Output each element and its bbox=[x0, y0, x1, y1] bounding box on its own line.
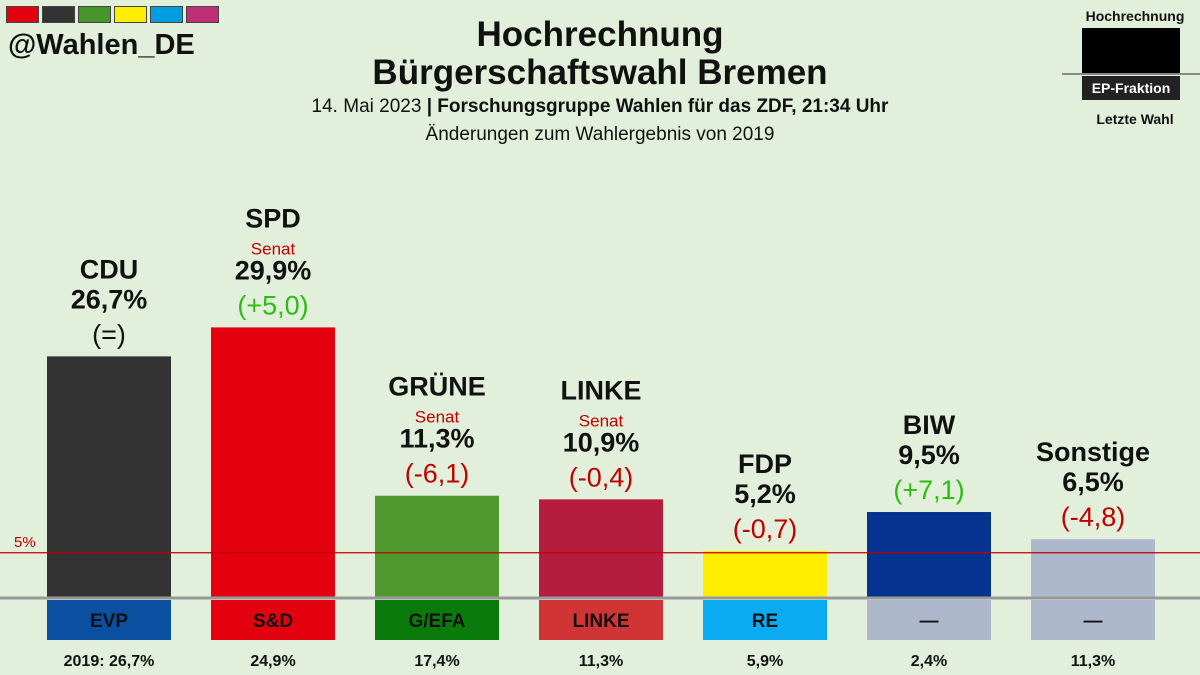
title-line-2: Bürgerschaftswahl Bremen bbox=[372, 53, 828, 92]
party-label-0: CDU bbox=[80, 254, 139, 284]
previous-result-6: 11,3% bbox=[1071, 653, 1115, 670]
senat-label-2: Senat bbox=[415, 408, 460, 427]
previous-result-2: 17,4% bbox=[414, 653, 459, 670]
faction-label-4: RE bbox=[752, 611, 778, 632]
party-label-5: BIW bbox=[903, 410, 956, 440]
subtitle-separator: | bbox=[426, 96, 433, 117]
value-label-4: 5,2% bbox=[734, 479, 796, 509]
change-label-0: (=) bbox=[92, 319, 126, 349]
subtitle-institute: Forschungsgruppe Wahlen für das ZDF, 21:… bbox=[437, 96, 889, 117]
brand-swatch bbox=[150, 6, 183, 23]
faction-label-5: — bbox=[920, 611, 939, 632]
threshold-label: 5% bbox=[14, 534, 36, 551]
bar-3 bbox=[539, 499, 663, 598]
faction-box-2 bbox=[375, 600, 499, 640]
faction-box-6 bbox=[1031, 600, 1155, 640]
change-label-6: (-4,8) bbox=[1061, 502, 1126, 532]
legend-baseline bbox=[1062, 73, 1200, 75]
faction-label-3: LINKE bbox=[573, 611, 630, 632]
legend-bar-swatch bbox=[1082, 28, 1180, 74]
previous-result-4: 5,9% bbox=[747, 653, 783, 670]
previous-result-0: 2019: 26,7% bbox=[64, 653, 155, 670]
brand-handle: @Wahlen_DE bbox=[8, 29, 195, 61]
previous-result-5: 2,4% bbox=[911, 653, 947, 670]
faction-box-1 bbox=[211, 600, 335, 640]
senat-label-3: Senat bbox=[579, 411, 624, 430]
bar-4 bbox=[703, 550, 827, 598]
bar-6 bbox=[1031, 539, 1155, 598]
party-label-6: Sonstige bbox=[1036, 437, 1150, 467]
faction-label-6: — bbox=[1084, 611, 1103, 632]
faction-label-0: EVP bbox=[90, 611, 128, 632]
bar-1 bbox=[211, 327, 335, 598]
faction-label-1: S&D bbox=[253, 611, 293, 632]
legend-projection-label: Hochrechnung bbox=[1085, 8, 1185, 24]
value-label-5: 9,5% bbox=[898, 440, 960, 470]
value-label-0: 26,7% bbox=[71, 284, 148, 314]
change-label-4: (-0,7) bbox=[733, 514, 798, 544]
faction-box-5 bbox=[867, 600, 991, 640]
title-line-1: Hochrechnung bbox=[476, 15, 724, 54]
brand-color-strip bbox=[6, 6, 219, 23]
party-label-4: FDP bbox=[738, 449, 792, 479]
faction-box-3 bbox=[539, 600, 663, 640]
change-label-2: (-6,1) bbox=[405, 459, 470, 489]
legend-last-election-label: Letzte Wahl bbox=[1096, 111, 1174, 127]
senat-label-1: Senat bbox=[251, 239, 296, 258]
legend-faction-label: EP-Fraktion bbox=[1082, 76, 1180, 100]
subtitle-source: 14. Mai 2023 | Forschungsgruppe Wahlen f… bbox=[0, 96, 1200, 118]
brand-swatch bbox=[42, 6, 75, 23]
brand-swatch bbox=[78, 6, 111, 23]
value-label-6: 6,5% bbox=[1062, 467, 1124, 497]
value-label-2: 11,3% bbox=[399, 424, 474, 454]
brand-swatch bbox=[186, 6, 219, 23]
previous-result-3: 11,3% bbox=[579, 653, 623, 670]
change-label-3: (-0,4) bbox=[569, 462, 634, 492]
party-label-2: GRÜNE bbox=[388, 372, 486, 402]
brand-swatch bbox=[114, 6, 147, 23]
value-label-1: 29,9% bbox=[235, 255, 312, 285]
party-label-1: SPD bbox=[245, 203, 301, 233]
value-label-3: 10,9% bbox=[563, 427, 640, 457]
subtitle-date: 14. Mai 2023 bbox=[311, 96, 422, 117]
faction-box-4 bbox=[703, 600, 827, 640]
change-label-5: (+7,1) bbox=[893, 475, 964, 505]
faction-box-0 bbox=[47, 600, 171, 640]
faction-label-2: G/EFA bbox=[408, 611, 465, 632]
previous-result-1: 24,9% bbox=[250, 653, 295, 670]
bar-2 bbox=[375, 495, 499, 598]
brand-swatch bbox=[6, 6, 39, 23]
bar-5 bbox=[867, 512, 991, 598]
bar-0 bbox=[47, 356, 171, 598]
subtitle-note: Änderungen zum Wahlergebnis von 2019 bbox=[425, 124, 775, 145]
party-label-3: LINKE bbox=[561, 375, 642, 405]
change-label-1: (+5,0) bbox=[237, 290, 308, 320]
